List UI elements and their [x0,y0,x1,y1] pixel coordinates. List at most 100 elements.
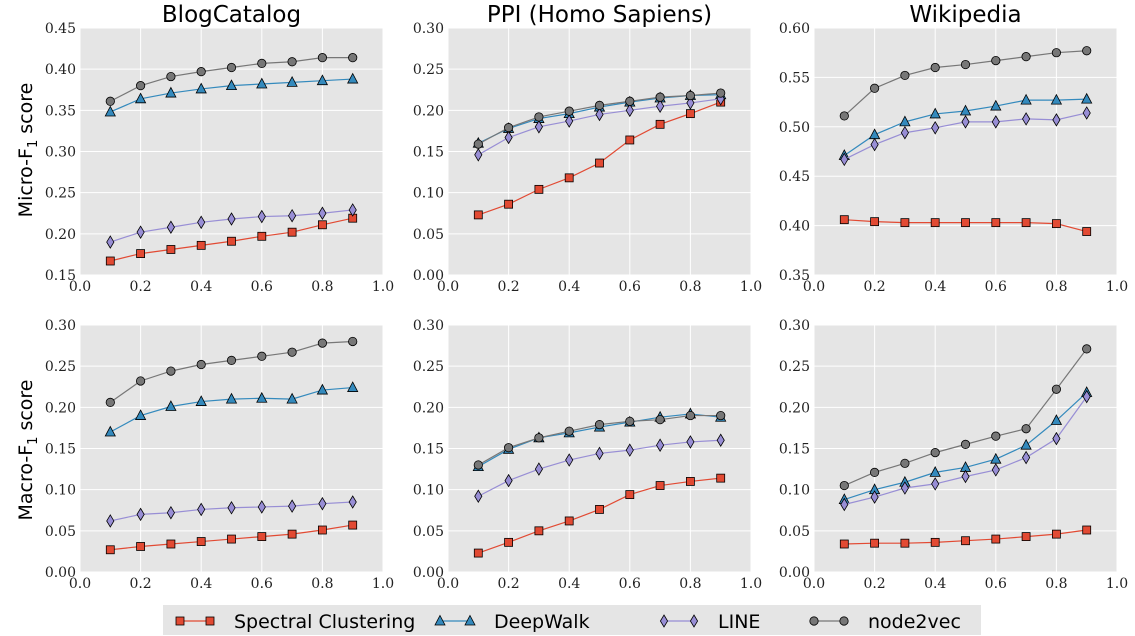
data-point [656,438,665,452]
data-point [1082,525,1092,535]
x-tick-label: 0.4 [558,576,580,592]
data-point [104,105,116,117]
data-point [317,53,327,63]
data-point [166,220,175,235]
data-point [257,58,267,69]
data-point [656,99,665,113]
data-point [473,460,483,470]
data-point [1082,389,1091,404]
data-point [625,96,635,106]
y-tick-label: 0.05 [413,227,444,243]
data-point [595,107,604,122]
y-tick-label: 0.50 [779,120,810,136]
data-point [655,92,665,102]
data-point [166,245,176,254]
data-point [136,507,145,522]
series-spectral-clustering [105,520,358,555]
data-point [474,148,483,162]
data-point [348,336,358,347]
data-point [286,392,298,404]
y-tick-label: 0.05 [45,524,76,540]
y-tick-label: 0.25 [413,62,444,78]
x-tick-label: 0.8 [679,576,701,592]
data-point [347,72,359,84]
data-point [226,62,237,73]
x-tick-label: 0.0 [803,576,825,592]
data-point [594,100,605,110]
data-point [1052,113,1061,127]
x-tick-label: 0.2 [497,279,519,295]
data-point [930,448,940,458]
data-point [960,59,971,70]
data-point [348,520,358,530]
legend-marker [689,614,699,628]
data-point [1022,450,1031,465]
y-tick-label: 0.25 [45,186,76,202]
data-point [595,158,604,168]
data-point [839,215,849,225]
data-point [625,490,635,500]
data-point [256,77,268,89]
y-tick-label: 0.40 [45,62,76,78]
data-point [287,227,297,237]
data-point [166,71,176,82]
data-point [961,115,970,129]
data-point [134,92,147,104]
data-point [594,420,605,430]
data-point [991,431,1001,441]
data-point [1082,227,1092,236]
data-point [625,443,634,457]
data-point [716,473,726,483]
x-tick-label: 0.6 [985,279,1007,295]
series-deepwalk [838,386,1093,504]
panel-6: 0.0 0.2 0.4 0.6 0.8 1.0 0.00 0.05 0.10 0.15 0.20 0.… [779,318,1128,592]
data-point [839,111,849,121]
data-point [869,467,880,477]
data-point [960,439,971,449]
data-point [839,539,849,549]
data-point [136,376,146,386]
data-point [930,62,940,73]
y-tick-label: 0.35 [45,103,76,119]
data-point [1051,48,1062,58]
series-node2vec [105,53,358,106]
ylabel-micro: Micro-F1 score [15,83,41,218]
panel-title: Wikipedia [909,2,1021,28]
data-point [316,74,329,86]
data-point [655,119,665,129]
y-tick-label: 0.00 [413,565,444,581]
data-point [930,218,940,228]
data-point [900,538,910,548]
series-spectral-clustering [105,213,358,266]
data-point [195,82,207,94]
data-point [317,338,327,348]
data-point [196,359,206,370]
y-tick-label: 0.25 [779,359,810,375]
data-point [165,86,177,98]
y-tick-label: 0.20 [45,227,76,243]
data-point [136,81,146,91]
x-tick-label: 0.4 [190,279,212,295]
data-point [565,453,574,467]
data-point [227,236,236,246]
data-point [136,249,146,258]
x-tick-label: 0.6 [251,279,273,295]
data-point [257,351,267,361]
data-point [534,112,544,122]
y-tick-label: 0.25 [413,359,444,375]
data-point [991,115,1000,129]
series-node2vec [473,88,726,149]
data-point [1082,344,1092,354]
y-tick-label: 0.20 [413,103,444,119]
y-tick-label: 0.40 [779,219,810,235]
data-point [1022,112,1031,126]
data-point [1052,219,1061,229]
series-deepwalk [838,92,1093,160]
data-point [318,206,327,221]
data-point [686,96,695,110]
data-point [1021,52,1031,62]
data-point [1052,529,1061,539]
data-point [1020,93,1032,105]
data-point [1050,414,1063,425]
data-point [869,83,880,93]
